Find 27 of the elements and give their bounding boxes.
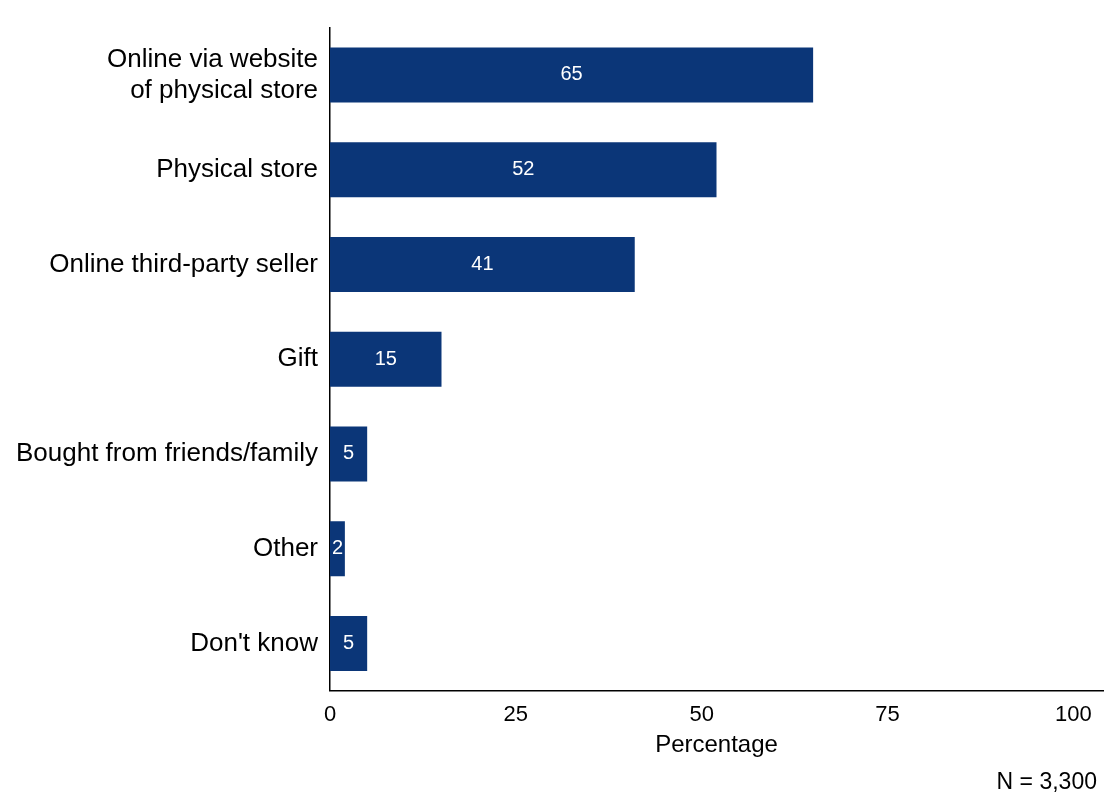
x-tick-label: 75 [875,701,900,727]
data-label: 5 [343,630,355,653]
x-tick-label: 25 [503,701,529,727]
x-tick-label: 50 [689,701,714,727]
data-label: 5 [343,441,355,464]
x-tick-label: 0 [323,701,337,727]
y-tick-label: Online third-party seller [49,247,319,278]
bar [330,142,717,198]
y-tick-label: Gift [277,342,319,373]
y-tick-label: Bought from friends/family [15,437,319,468]
bar [330,331,442,387]
y-tick-label: Other [252,531,319,562]
bar [330,236,635,292]
x-axis-title: Percentage [655,730,778,758]
data-label: 41 [471,251,494,274]
y-tick-label: Don't know [190,626,319,657]
x-tick-label: 100 [1054,701,1092,727]
data-label: 15 [374,346,397,369]
bar [330,426,368,482]
data-label: 2 [331,536,343,559]
data-label: 65 [560,62,583,85]
data-label: 52 [512,157,535,180]
bar [330,47,814,103]
y-tick-label: Physical store [156,152,319,183]
y-tick-label: Online via website of physical store [107,42,319,104]
bar [330,615,368,671]
text: N = 3,300 [996,768,1097,795]
